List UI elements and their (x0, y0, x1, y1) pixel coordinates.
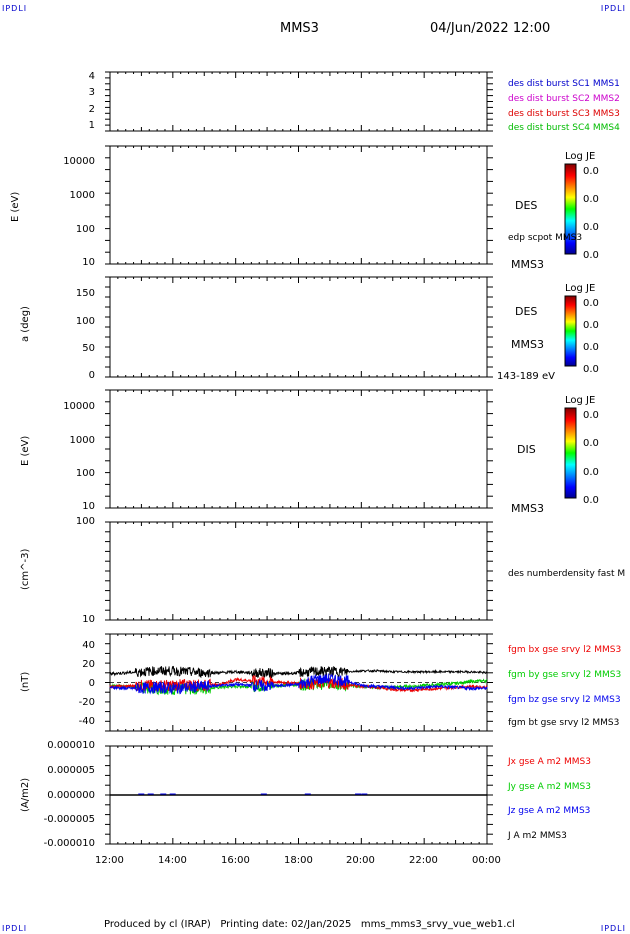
ylabel-des-energy: E (eV) (10, 191, 21, 222)
colorbar-dis-energy (564, 407, 577, 499)
ylabel-density: (cm^-3) (20, 548, 31, 590)
ytick-des-e-10000: 10000 (63, 156, 95, 167)
bfield-series-bz (109, 673, 488, 695)
xtick-1400: 14:00 (158, 855, 187, 866)
ytick-dens-100: 100 (75, 516, 95, 527)
label-des-pitch: DES (515, 305, 538, 318)
ytick-b-0: 0 (88, 678, 95, 689)
legend-jy: Jy gse A m2 MMS3 (508, 782, 591, 792)
xtick-0000: 00:00 (472, 855, 501, 866)
cbtick-dis-e-1: 0.0 (583, 438, 599, 449)
label-edp-scpot: edp scpot MMS3 (508, 233, 583, 243)
panel-frame-des-pitch (109, 276, 488, 378)
cbtick-des-e-2: 0.0 (583, 222, 599, 233)
ytick-burst-4: 4 (88, 71, 95, 82)
corner-logo-tr: IPDLI (600, 4, 626, 13)
panel-frame-dis-energy (109, 389, 488, 509)
ytick-burst-2: 2 (88, 104, 95, 115)
cbtick-pitch-1: 0.0 (583, 320, 599, 331)
legend-bx: fgm bx gse srvy l2 MMS3 (508, 645, 622, 655)
colorbar-des-pitch (564, 295, 577, 367)
label-dis: DIS (517, 443, 536, 456)
ytick-pitch-100: 100 (75, 316, 95, 327)
corner-logo-br: IPDLI (600, 924, 626, 933)
ytick-dens-10: 10 (82, 614, 95, 625)
legend-by: fgm by gse srvy l2 MMS3 (508, 670, 622, 680)
ytick-des-e-10: 10 (82, 257, 95, 268)
cbtick-des-e-1: 0.0 (583, 194, 599, 205)
cbtick-des-e-3: 0.0 (583, 250, 599, 261)
ytick-b-m20: -20 (78, 697, 95, 708)
legend-burst-mms2: des dist burst SC2 MMS2 (508, 94, 620, 104)
label-dis-mms3: MMS3 (511, 502, 544, 515)
bfield-series-bx (109, 674, 488, 693)
ytick-b-20: 20 (82, 659, 95, 670)
label-des-energy-mms3: MMS3 (511, 258, 544, 271)
panel-frame-burst (109, 71, 488, 132)
colorbar-title-dis-energy: Log JE (565, 395, 596, 406)
colorbar-title-des-energy: Log JE (565, 151, 596, 162)
cbtick-pitch-3: 0.0 (583, 364, 599, 375)
corner-logo-bl: IPDLI (2, 924, 28, 933)
ytick-dis-e-1000: 1000 (69, 435, 95, 446)
legend-burst-mms3: des dist burst SC3 MMS3 (508, 109, 620, 119)
ytick-pitch-150: 150 (75, 288, 95, 299)
legend-jx: Jx gse A m2 MMS3 (508, 757, 591, 767)
spacecraft-title: MMS3 (280, 21, 319, 36)
panel-frame-density (109, 521, 488, 621)
ytick-j-m10: -0.000010 (43, 838, 95, 849)
ytick-pitch-50: 50 (82, 343, 95, 354)
ytick-j-m5: -0.000005 (43, 814, 95, 825)
ytick-burst-3: 3 (88, 87, 95, 98)
ytick-dis-e-100: 100 (75, 468, 95, 479)
ytick-j-0: 0.000000 (47, 790, 95, 801)
label-energy-range: 143-189 eV (497, 371, 555, 382)
ytick-burst-1: 1 (88, 120, 95, 131)
cbtick-des-e-0: 0.0 (583, 166, 599, 177)
legend-bt: fgm bt gse srvy l2 MMS3 (508, 718, 620, 728)
ytick-des-e-1000: 1000 (69, 190, 95, 201)
corner-logo-tl: IPDLI (2, 4, 28, 13)
footer-credits: Produced by cl (IRAP) Printing date: 02/… (104, 919, 515, 930)
legend-bz: fgm bz gse srvy l2 MMS3 (508, 695, 621, 705)
bfield-series-bt (109, 665, 488, 679)
ytick-dis-e-10000: 10000 (63, 401, 95, 412)
label-des-pitch-mms3: MMS3 (511, 338, 544, 351)
xtick-1800: 18:00 (284, 855, 313, 866)
panel-frame-des-energy (109, 145, 488, 265)
ytick-j-10: 0.000010 (47, 740, 95, 751)
ytick-pitch-0: 0 (88, 370, 95, 381)
cbtick-dis-e-2: 0.0 (583, 467, 599, 478)
legend-jz: Jz gse A m2 MMS3 (508, 806, 591, 816)
ylabel-current: (A/m2) (20, 777, 31, 812)
ytick-b-m40: -40 (78, 716, 95, 727)
cbtick-pitch-2: 0.0 (583, 342, 599, 353)
ylabel-dis-energy: E (eV) (20, 435, 31, 466)
legend-j: J A m2 MMS3 (508, 831, 567, 841)
colorbar-des-energy (564, 163, 577, 255)
legend-burst-mms4: des dist burst SC4 MMS4 (508, 123, 620, 133)
ylabel-bfield: (nT) (20, 671, 31, 692)
legend-burst-mms1: des dist burst SC1 MMS1 (508, 79, 620, 89)
xtick-1600: 16:00 (221, 855, 250, 866)
ylabel-pitch: a (deg) (20, 306, 31, 342)
xtick-2200: 22:00 (409, 855, 438, 866)
datetime-title: 04/Jun/2022 12:00 (430, 21, 551, 36)
label-des: DES (515, 199, 538, 212)
ytick-des-e-100: 100 (75, 224, 95, 235)
ytick-b-40: 40 (82, 640, 95, 651)
legend-density: des numberdensity fast M (508, 569, 626, 579)
xtick-2000: 20:00 (346, 855, 375, 866)
ytick-j-5: 0.000005 (47, 765, 95, 776)
colorbar-title-des-pitch: Log JE (565, 283, 596, 294)
ytick-dis-e-10: 10 (82, 501, 95, 512)
cbtick-pitch-0: 0.0 (583, 298, 599, 309)
xtick-1200: 12:00 (95, 855, 124, 866)
cbtick-dis-e-3: 0.0 (583, 495, 599, 506)
cbtick-dis-e-0: 0.0 (583, 410, 599, 421)
